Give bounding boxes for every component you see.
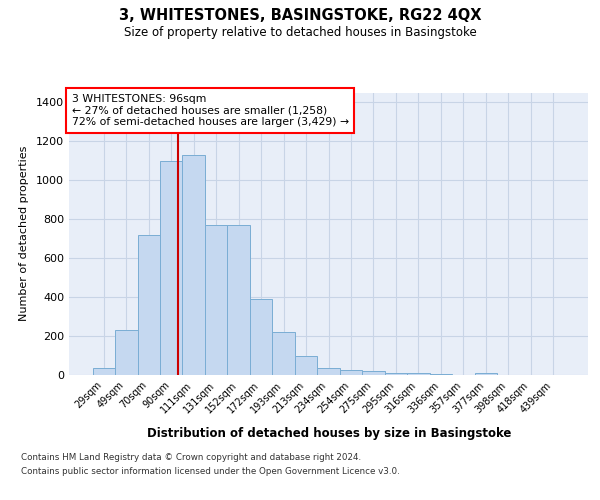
Bar [407, 373, 430, 375]
Bar [137, 234, 160, 375]
Bar [160, 160, 182, 375]
Bar [385, 373, 407, 375]
Text: 3 WHITESTONES: 96sqm
← 27% of detached houses are smaller (1,258)
72% of semi-de: 3 WHITESTONES: 96sqm ← 27% of detached h… [71, 94, 349, 127]
Bar [182, 155, 205, 375]
Bar [362, 371, 385, 375]
Bar [250, 299, 272, 375]
Bar [272, 332, 295, 375]
Bar [92, 368, 115, 375]
Bar [295, 356, 317, 375]
Bar [340, 370, 362, 375]
Bar [227, 225, 250, 375]
Text: Distribution of detached houses by size in Basingstoke: Distribution of detached houses by size … [146, 428, 511, 440]
Bar [317, 368, 340, 375]
Bar [475, 373, 497, 375]
Bar [115, 330, 137, 375]
Text: Size of property relative to detached houses in Basingstoke: Size of property relative to detached ho… [124, 26, 476, 39]
Bar [205, 225, 227, 375]
Y-axis label: Number of detached properties: Number of detached properties [19, 146, 29, 322]
Bar [430, 374, 452, 375]
Text: Contains public sector information licensed under the Open Government Licence v3: Contains public sector information licen… [21, 467, 400, 476]
Text: Contains HM Land Registry data © Crown copyright and database right 2024.: Contains HM Land Registry data © Crown c… [21, 454, 361, 462]
Text: 3, WHITESTONES, BASINGSTOKE, RG22 4QX: 3, WHITESTONES, BASINGSTOKE, RG22 4QX [119, 8, 481, 22]
